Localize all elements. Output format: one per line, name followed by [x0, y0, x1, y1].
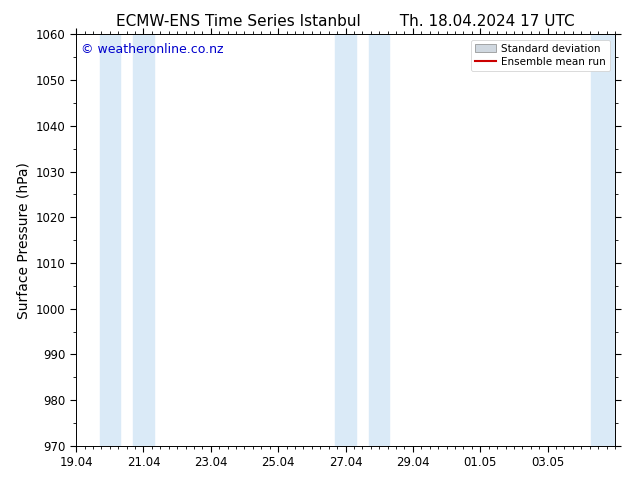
- Legend: Standard deviation, Ensemble mean run: Standard deviation, Ensemble mean run: [470, 40, 610, 71]
- Bar: [592, 34, 615, 446]
- Title: ECMW-ENS Time Series Istanbul        Th. 18.04.2024 17 UTC: ECMW-ENS Time Series Istanbul Th. 18.04.…: [116, 14, 575, 29]
- Bar: [133, 34, 153, 446]
- Y-axis label: Surface Pressure (hPa): Surface Pressure (hPa): [16, 162, 30, 318]
- Bar: [369, 34, 389, 446]
- Text: © weatheronline.co.nz: © weatheronline.co.nz: [81, 43, 224, 55]
- Bar: [100, 34, 120, 446]
- Bar: [335, 34, 356, 446]
